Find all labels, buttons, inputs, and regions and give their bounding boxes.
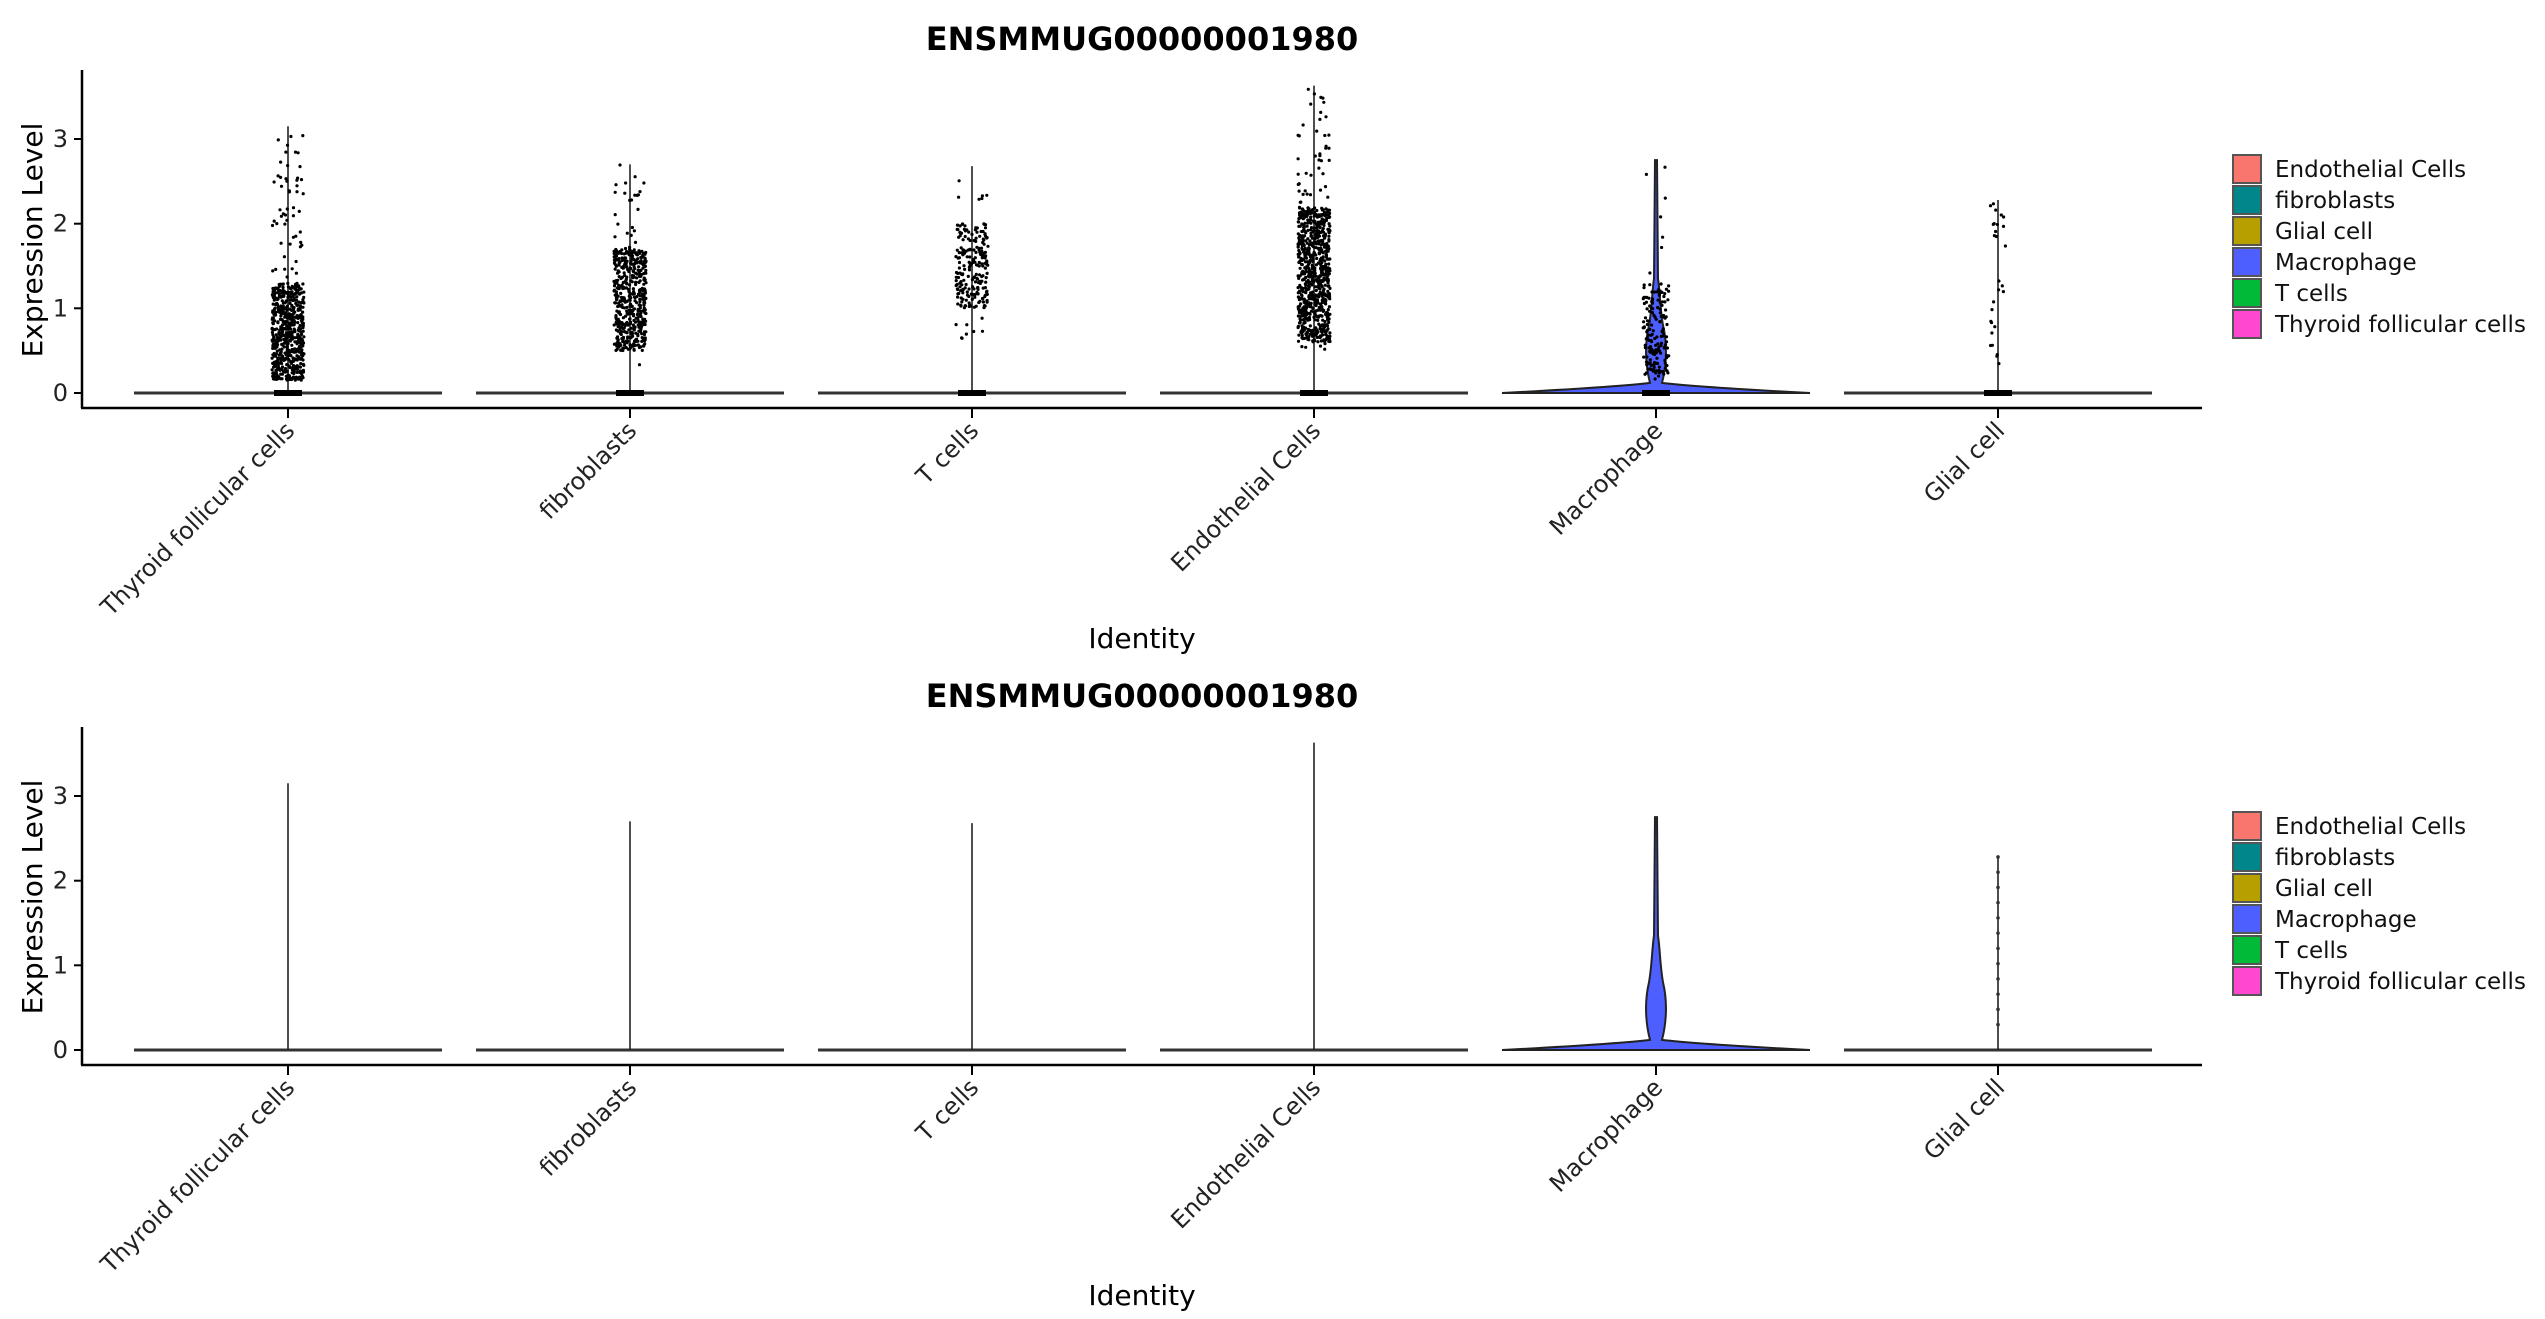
top-violin-panel: ENSMMUG00000001980 0 1 2 3 Expression Le…: [16, 20, 2202, 655]
x-axis-title: Identity: [1088, 622, 1195, 655]
y-tick-label: 3: [53, 125, 68, 153]
x-category-label: Endothelial Cells: [1165, 1073, 1326, 1234]
legend-swatch: [2232, 185, 2262, 215]
x-category-label: fibroblasts: [534, 1073, 642, 1181]
legend-label: T cells: [2274, 938, 2348, 964]
legend-label: Macrophage: [2275, 907, 2417, 933]
legend-label: Endothelial Cells: [2275, 157, 2466, 183]
legend-label: Glial cell: [2275, 876, 2373, 902]
legend-swatch: [2232, 309, 2262, 339]
y-tick-label: 2: [53, 867, 68, 895]
legend-label: Glial cell: [2275, 219, 2373, 245]
legend-label: Thyroid follicular cells: [2274, 969, 2526, 995]
legend-swatch: [2232, 811, 2262, 841]
x-category-label: Glial cell: [1918, 416, 2010, 508]
legend: Endothelial Cells fibroblasts Glial cell Ma…: [2232, 154, 2526, 339]
panel-title: ENSMMUG00000001980: [926, 677, 1359, 715]
legend-swatch: [2232, 842, 2262, 872]
legend-swatch: [2232, 873, 2262, 903]
y-tick-label: 1: [53, 294, 68, 322]
y-tick-label: 0: [53, 1036, 68, 1064]
violins: [134, 742, 2152, 1052]
y-ticks: 0 1 2 3: [53, 125, 82, 407]
jitter-points: [1996, 855, 2000, 1027]
legend-label: fibroblasts: [2275, 188, 2395, 214]
legend-swatch: [2232, 966, 2262, 996]
bottom-violin-panel: ENSMMUG00000001980 0 1 2 3 Expression Le…: [16, 677, 2202, 1312]
y-ticks: 0 1 2 3: [53, 782, 82, 1064]
x-category-label: Endothelial Cells: [1165, 416, 1326, 577]
legend: Endothelial Cells fibroblasts Glial cell Ma…: [2232, 811, 2526, 996]
x-ticks: [287, 1065, 1999, 1075]
panel-title: ENSMMUG00000001980: [926, 20, 1359, 58]
y-axis-title: Expression Level: [16, 780, 49, 1015]
x-category-label: Thyroid follicular cells: [95, 1073, 301, 1279]
jitter-points: [270, 87, 2012, 396]
violin-macrophage: [1501, 816, 1811, 1051]
x-category-label: Macrophage: [1544, 1073, 1668, 1197]
legend-label: Macrophage: [2275, 250, 2417, 276]
y-tick-label: 0: [53, 379, 68, 407]
x-category-labels: Thyroid follicular cells fibroblasts T cel…: [95, 416, 2011, 622]
legend-label: Thyroid follicular cells: [2274, 312, 2526, 338]
legend-swatch: [2232, 904, 2262, 934]
x-category-labels: Thyroid follicular cells fibroblasts T cel…: [95, 1073, 2011, 1279]
x-category-label: fibroblasts: [534, 416, 642, 524]
x-category-label: Glial cell: [1918, 1073, 2010, 1165]
x-category-label: Macrophage: [1544, 416, 1668, 540]
legend-swatch: [2232, 247, 2262, 277]
x-category-label: T cells: [910, 1073, 984, 1147]
x-axis-title: Identity: [1088, 1279, 1195, 1312]
x-category-label: T cells: [910, 416, 984, 490]
y-tick-label: 1: [53, 951, 68, 979]
legend-swatch: [2232, 278, 2262, 308]
x-ticks: [287, 408, 1999, 418]
violins: [134, 85, 2152, 395]
x-category-label: Thyroid follicular cells: [95, 416, 301, 622]
legend-label: Endothelial Cells: [2275, 814, 2466, 840]
y-axis-title: Expression Level: [16, 123, 49, 358]
y-tick-label: 2: [53, 210, 68, 238]
legend-label: fibroblasts: [2275, 845, 2395, 871]
legend-label: T cells: [2274, 281, 2348, 307]
legend-swatch: [2232, 154, 2262, 184]
violin-macrophage: [1501, 159, 1811, 394]
legend-swatch: [2232, 935, 2262, 965]
legend-swatch: [2232, 216, 2262, 246]
y-tick-label: 3: [53, 782, 68, 810]
